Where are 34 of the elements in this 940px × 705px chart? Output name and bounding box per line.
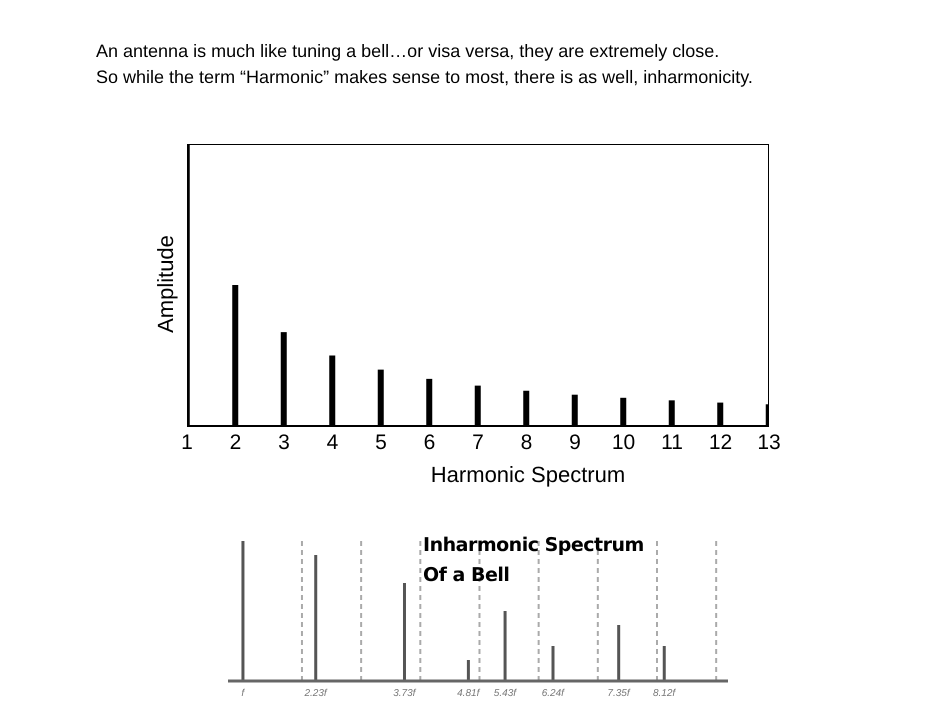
bar xyxy=(466,660,470,681)
x-tick-label: 13 xyxy=(757,430,781,454)
x-tick-label: 9 xyxy=(569,430,581,454)
chart-title: Inharmonic Spectrum Of a Bell xyxy=(423,533,644,588)
x-tick-label: 4.81f xyxy=(457,688,481,700)
x-tick-label: 8 xyxy=(520,430,532,454)
y-axis-title: Amplitude xyxy=(153,234,179,335)
bar xyxy=(504,611,507,681)
x-tick-label: 6 xyxy=(424,430,436,454)
x-tick-label: 1 xyxy=(181,430,193,454)
x-axis-title: Harmonic Spectrum xyxy=(430,462,626,488)
bar xyxy=(402,583,406,681)
x-tick-label: 8.12f xyxy=(652,688,676,700)
bar xyxy=(241,541,244,681)
x-tick-label: 2 xyxy=(230,430,242,454)
x-tick-label: 5.43f xyxy=(494,688,518,700)
text: So while the term “Harmonic” makes sense to most, there is as well, inharmonicity. xyxy=(96,66,753,89)
x-tick-label: 5 xyxy=(375,430,387,454)
x-tick-label: 3 xyxy=(278,430,290,454)
x-tick-label: 4 xyxy=(326,430,339,454)
x-tick-label: 12 xyxy=(708,430,732,454)
bar xyxy=(662,646,666,681)
x-tick-label: 3.73f xyxy=(393,688,417,700)
x-tick-label: 10 xyxy=(612,430,636,454)
x-tick-label: 11 xyxy=(661,430,683,454)
bar xyxy=(314,555,318,681)
text: An antenna is much like tuning a bell…or visa versa, they are extremely close. xyxy=(96,40,720,63)
bar xyxy=(617,625,620,681)
bar xyxy=(552,646,555,681)
x-tick-label: 7.35f xyxy=(607,688,631,700)
x-tick-label: f xyxy=(241,688,246,700)
x-tick-label: 6.24f xyxy=(542,688,566,700)
x-tick-label: 2.23f xyxy=(303,688,328,700)
x-tick-label: 7 xyxy=(472,430,484,454)
